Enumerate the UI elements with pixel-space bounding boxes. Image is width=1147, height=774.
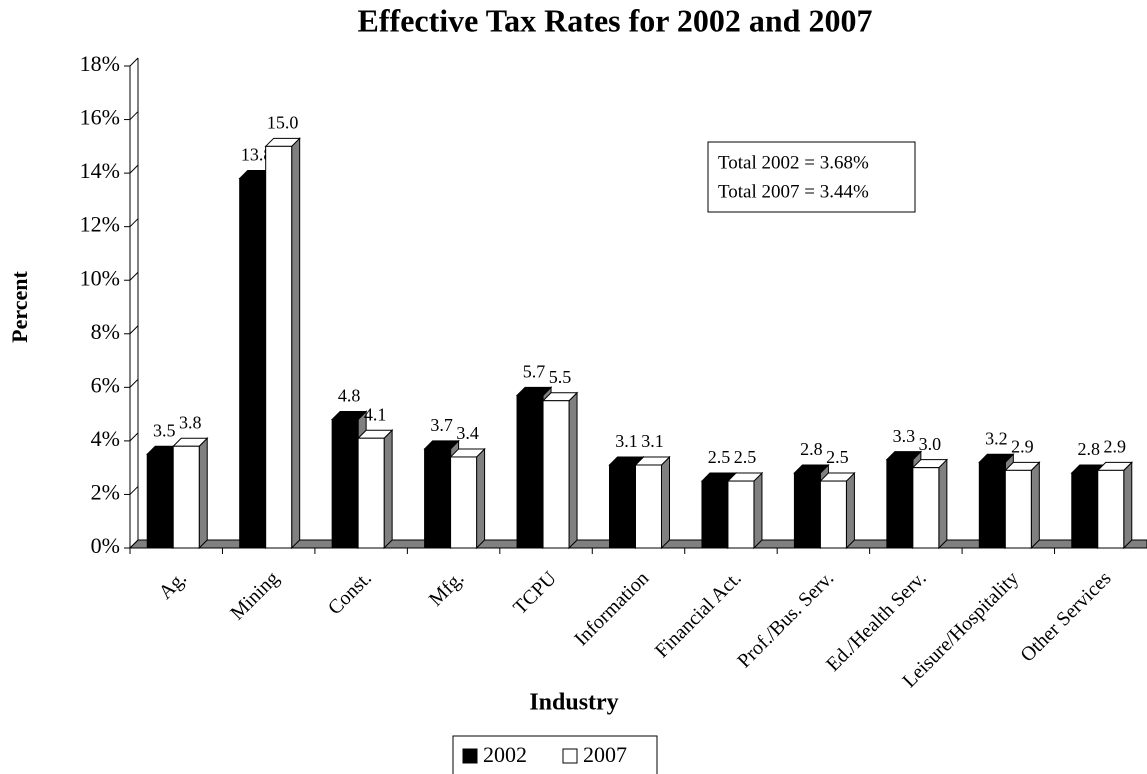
x-tick-label: Mining [226,567,283,624]
y-tick-label: 14% [80,158,120,183]
y-tick-wall [129,111,139,120]
x-tick-label: Financial Act. [651,567,746,662]
x-tick-label: Ag. [155,567,191,603]
bar [424,448,452,549]
value-label: 2.5 [826,447,849,467]
y-tick-label: 0% [91,533,120,558]
bar [265,145,293,549]
chart-title: Effective Tax Rates for 2002 and 2007 [358,2,873,38]
value-label: 3.5 [153,420,176,440]
bar [912,467,940,549]
bar-side [383,429,393,550]
bar [331,418,359,549]
bar [978,461,1006,549]
legend-label: 2002 [483,742,527,767]
value-label: 15.0 [267,112,299,132]
bar-side [291,137,301,550]
y-tick-wall [129,486,139,495]
y-tick-wall [129,218,139,228]
y-tick-label: 18% [80,51,120,76]
value-label: 3.0 [919,434,942,454]
x-tick-label: Prof./Bus. Serv. [733,567,838,672]
y-tick-label: 12% [80,212,120,237]
bar [727,480,755,549]
bar [239,177,267,549]
bar-side [568,391,578,550]
bar [1004,469,1032,549]
bar-side [1123,461,1133,550]
y-tick-wall [129,539,139,549]
y-tick-wall [129,378,139,388]
value-label: 2.9 [1104,436,1127,456]
x-axis-title: Industry [529,690,618,716]
x-tick-label: TCPU [509,567,561,619]
bar-side [845,471,855,550]
bar [146,453,174,549]
bar-side [753,471,763,550]
bar [1071,472,1099,549]
annotation-box [707,141,916,213]
bar [793,472,821,549]
x-tick-label: Information [570,567,653,650]
y-tick-label: 16% [80,105,120,130]
value-label: 2.5 [708,447,731,467]
value-label: 2.5 [734,447,757,467]
bar [819,480,847,549]
annotation: Total 2002 = 3.68% [718,152,869,173]
legend-swatch [462,748,478,764]
value-label: 2.8 [800,439,823,459]
bar-side [476,447,486,550]
bar [886,459,914,549]
value-label: 5.7 [523,361,546,381]
value-label: 2.8 [1078,439,1101,459]
legend-swatch [562,748,578,764]
y-tick-wall [129,432,139,442]
bar-side [938,458,948,550]
legend [452,735,658,774]
bar [1097,469,1125,549]
bar [357,437,385,549]
value-label: 3.2 [985,428,1008,448]
value-label: 2.9 [1011,436,1034,456]
value-label: 3.1 [641,431,664,451]
bar [450,456,478,549]
bar [609,464,636,549]
y-tick-label: 4% [91,426,120,451]
value-label: 3.1 [615,431,638,451]
bar-side [1030,461,1040,550]
value-label: 4.8 [338,386,361,406]
legend-label: 2007 [583,742,627,767]
y-tick-label: 10% [80,265,120,290]
bar [542,400,570,549]
y-tick-wall [129,164,139,174]
x-tick-label: Const. [324,567,376,619]
value-label: 4.1 [364,404,387,424]
bar [172,445,200,549]
bar [701,480,729,549]
y-tick-label: 2% [91,479,120,504]
bar-side [661,455,670,550]
bar [516,394,544,549]
x-tick-label: Mfg. [425,567,468,610]
y-tick-wall [129,325,139,335]
value-label: 3.7 [430,415,453,435]
x-tick-label: Other Services [1016,567,1115,666]
y-axis-title: Percent [7,271,32,343]
y-tick-label: 6% [91,372,120,397]
value-label: 13.8 [241,145,273,165]
y-tick-label: 8% [91,319,120,344]
y-tick-wall [129,271,139,281]
annotation: Total 2007 = 3.44% [718,181,869,202]
value-label: 5.5 [549,367,572,387]
bar [635,464,662,549]
value-label: 3.3 [893,426,916,446]
y-tick-wall [129,57,139,67]
value-label: 3.4 [456,423,479,443]
bar-side [198,437,208,550]
value-label: 3.8 [179,412,202,432]
